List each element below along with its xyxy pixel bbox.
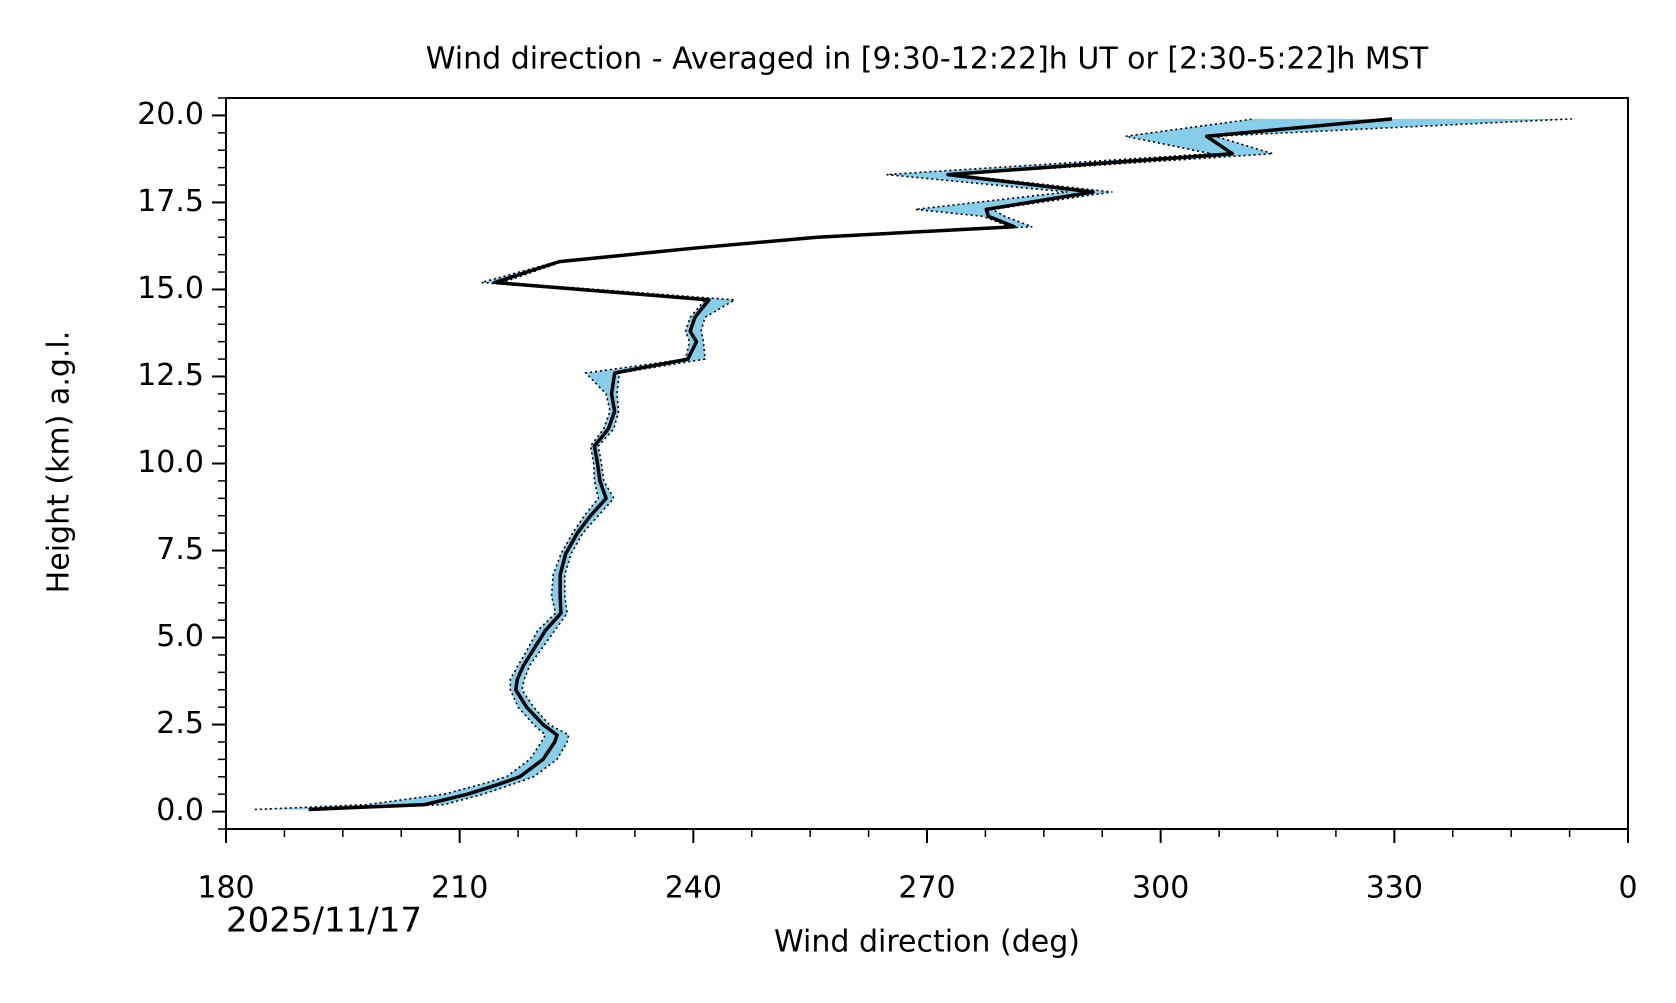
- y-axis-label: Height (km) a.g.l.: [42, 331, 77, 594]
- x-tick-label: 330: [1366, 871, 1423, 906]
- plot-frame: [225, 97, 1629, 830]
- x-tick-label: 180: [197, 871, 254, 906]
- mean-line: [308, 117, 1393, 812]
- x-tick-label: 0: [1618, 871, 1637, 906]
- y-tick-label: 20.0: [137, 97, 204, 132]
- y-tick-label: 5.0: [156, 619, 204, 654]
- date-annotation: 2025/11/17: [226, 901, 422, 941]
- y-tick-label: 12.5: [137, 358, 204, 393]
- chart-title: Wind direction - Averaged in [9:30-12:22…: [426, 42, 1429, 77]
- y-tick-label: 2.5: [156, 706, 204, 741]
- spread-band: [254, 118, 1572, 810]
- x-axis-label: Wind direction (deg): [774, 925, 1080, 960]
- x-tick-label: 210: [431, 871, 488, 906]
- x-tick-label: 270: [898, 871, 955, 906]
- x-tick-label: 240: [665, 871, 722, 906]
- lower-bound: [254, 118, 1255, 811]
- y-tick-label: 15.0: [137, 271, 204, 306]
- x-tick-label: 300: [1132, 871, 1189, 906]
- upper-bound: [311, 118, 1572, 811]
- y-tick-label: 10.0: [137, 445, 204, 480]
- y-tick-label: 0.0: [156, 793, 204, 828]
- y-tick-label: 17.5: [137, 184, 204, 219]
- y-tick-label: 7.5: [156, 532, 204, 567]
